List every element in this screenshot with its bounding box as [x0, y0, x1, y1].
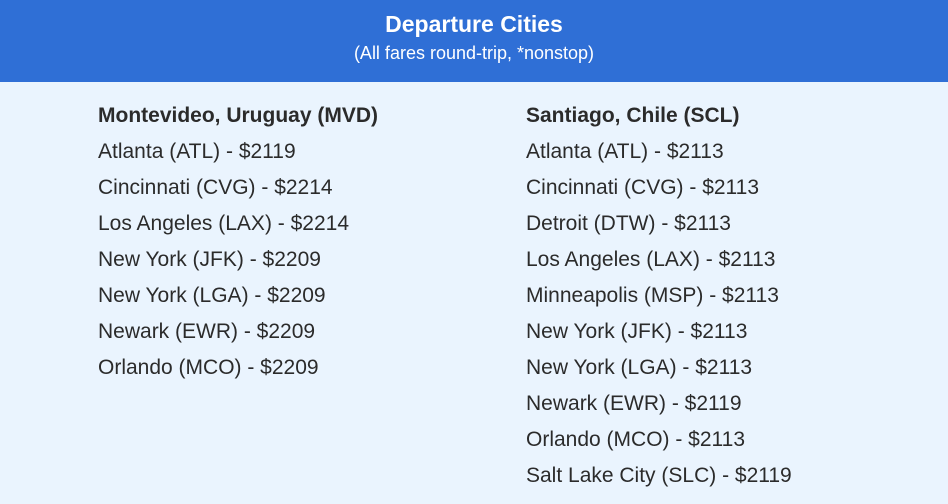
fare-item: Orlando (MCO) - $2113: [526, 428, 746, 451]
fare-item: Minneapolis (MSP) - $2113: [526, 284, 779, 307]
destination-heading: Montevideo, Uruguay (MVD): [98, 104, 379, 127]
fare-item: Cincinnati (CVG) - $2113: [526, 176, 760, 199]
fare-item: Salt Lake City (SLC) - $2119: [526, 464, 792, 487]
fare-item: Atlanta (ATL) - $2119: [98, 140, 296, 163]
fare-item: Detroit (DTW) - $2113: [526, 212, 731, 235]
fare-item: Cincinnati (CVG) - $2214: [98, 176, 333, 199]
fare-list: Atlanta (ATL) - $2119 Cincinnati (CVG) -…: [98, 134, 378, 386]
fare-item: New York (JFK) - $2113: [526, 320, 748, 343]
destination-column-santiago: Santiago, Chile (SCL) Atlanta (ATL) - $2…: [526, 98, 792, 494]
fare-list: Atlanta (ATL) - $2113 Cincinnati (CVG) -…: [526, 134, 792, 494]
fare-item: Newark (EWR) - $2119: [526, 392, 742, 415]
fare-item: Los Angeles (LAX) - $2113: [526, 248, 776, 271]
fare-item: Newark (EWR) - $2209: [98, 320, 316, 343]
header-banner: Departure Cities (All fares round-trip, …: [0, 0, 948, 82]
header-subtitle: (All fares round-trip, *nonstop): [353, 43, 595, 63]
destination-column-montevideo: Montevideo, Uruguay (MVD) Atlanta (ATL) …: [98, 98, 378, 386]
fare-item: Los Angeles (LAX) - $2214: [98, 212, 349, 235]
destination-heading: Santiago, Chile (SCL): [526, 104, 740, 127]
fare-item: New York (LGA) - $2113: [526, 356, 753, 379]
fare-item: New York (LGA) - $2209: [98, 284, 326, 307]
fare-item: New York (JFK) - $2209: [98, 248, 321, 271]
fare-item: Atlanta (ATL) - $2113: [526, 140, 724, 163]
fare-item: Orlando (MCO) - $2209: [98, 356, 319, 379]
header-title: Departure Cities: [385, 11, 563, 37]
